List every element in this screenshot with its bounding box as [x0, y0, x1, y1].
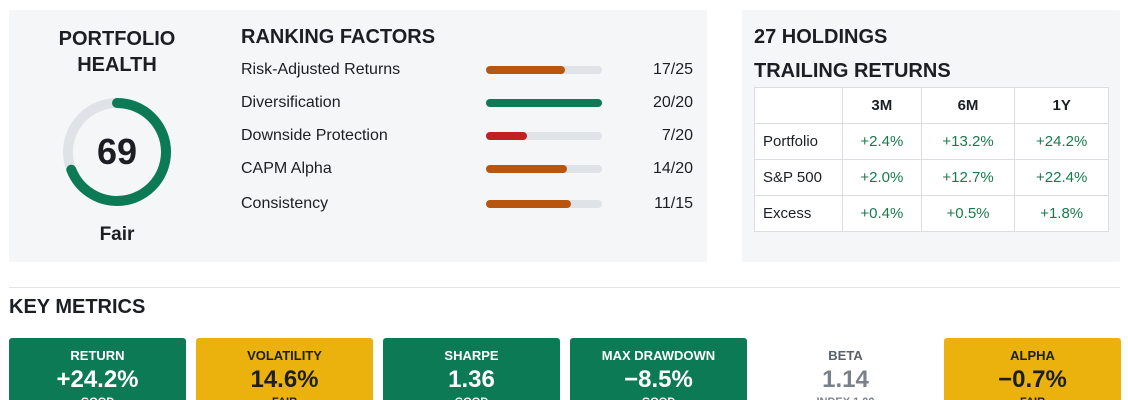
ranking-factor-row: Consistency 11/15 [241, 192, 693, 216]
table-row: Excess +0.4% +0.5% +1.8% [754, 195, 1109, 232]
table-cell: +2.4% [842, 123, 922, 160]
ranking-factor-row: Downside Protection 7/20 [241, 124, 693, 148]
factor-name: Risk-Adjusted Returns [241, 61, 401, 78]
metric-rating: GOOD [383, 396, 560, 400]
factor-bar-track [486, 99, 602, 107]
ranking-factors-title: RANKING FACTORS [241, 26, 436, 48]
section-divider [9, 287, 1120, 288]
row-label-excess: Excess [754, 195, 843, 232]
factor-score: 11/15 [654, 195, 693, 212]
column-header-6m: 6M [920, 87, 1016, 124]
table-cell: +0.4% [842, 195, 922, 232]
metric-value: 1.14 [822, 366, 869, 393]
factor-bar-fill [486, 66, 565, 74]
table-row: S&P 500 +2.0% +12.7% +22.4% [754, 159, 1109, 196]
row-label-portfolio: Portfolio [754, 123, 843, 160]
factor-bar-fill [486, 165, 568, 173]
factor-score: 20/20 [652, 94, 693, 111]
ranking-factor-row: Risk-Adjusted Returns 17/25 [241, 58, 693, 82]
factor-score: 7/20 [661, 127, 693, 144]
health-score: 69 [96, 131, 138, 172]
metric-card-max-drawdown: MAX DRAWDOWN −8.5% GOOD [570, 338, 747, 400]
table-corner-cell [754, 87, 843, 124]
metric-label: BETA [828, 348, 863, 363]
trailing-returns-table: 3M 6M 1Y Portfolio +2.4% +13.2% +24.2% S… [754, 87, 1109, 232]
factor-name: Downside Protection [241, 127, 388, 144]
health-gauge-arc [63, 98, 171, 206]
metric-value: −8.5% [624, 366, 693, 393]
trailing-returns-panel: 27 HOLDINGS TRAILING RETURNS 3M 6M 1Y Po… [742, 10, 1120, 262]
factor-bar-fill [486, 200, 572, 208]
table-cell: +22.4% [1014, 159, 1109, 196]
factor-score: 17/25 [652, 61, 693, 78]
metric-label: SHARPE [444, 348, 499, 363]
metric-card-volatility: VOLATILITY 14.6% FAIR [196, 338, 373, 400]
metric-label: ALPHA [1010, 348, 1055, 363]
column-header-1y: 1Y [1014, 87, 1109, 124]
metric-rating: FAIR [944, 396, 1121, 400]
factor-name: CAPM Alpha [241, 160, 332, 177]
metric-card-alpha: ALPHA −0.7% FAIR [944, 338, 1121, 400]
metric-value: +24.2% [56, 366, 139, 393]
trailing-returns-title: TRAILING RETURNS [754, 60, 951, 82]
ranking-factor-row: Diversification 20/20 [241, 91, 693, 115]
metric-card-beta: BETA 1.14 INDEX 1.00 [757, 338, 934, 400]
metric-rating: GOOD [570, 396, 747, 400]
metric-rating: INDEX 1.00 [757, 396, 934, 400]
metric-label: MAX DRAWDOWN [601, 348, 716, 363]
portfolio-health-title: PORTFOLIO HEALTH [58, 28, 176, 76]
metric-card-sharpe: SHARPE 1.36 GOOD [383, 338, 560, 400]
table-header-row: 3M 6M 1Y [754, 87, 1109, 124]
factor-name: Consistency [241, 195, 329, 212]
metric-value: 14.6% [250, 366, 319, 393]
metric-label: RETURN [70, 348, 125, 363]
factor-bar-fill [486, 99, 602, 107]
table-cell: +1.8% [1014, 195, 1109, 232]
table-cell: +13.2% [920, 123, 1016, 160]
factor-name: Diversification [241, 94, 341, 111]
factor-bar-track [486, 132, 602, 140]
factor-bar-track [486, 165, 602, 173]
health-rating-label: Fair [99, 224, 135, 245]
metric-value: 1.36 [448, 366, 495, 393]
table-cell: +0.5% [920, 195, 1016, 232]
key-metrics-title: KEY METRICS [9, 296, 146, 318]
metric-rating: FAIR [196, 396, 373, 400]
table-cell: +2.0% [842, 159, 922, 196]
portfolio-health-panel: PORTFOLIO HEALTH 69 Fair RANKING FACTORS… [9, 10, 707, 262]
column-header-3m: 3M [842, 87, 922, 124]
table-cell: +24.2% [1014, 123, 1109, 160]
row-label-sp500: S&P 500 [754, 159, 843, 196]
factor-score: 14/20 [652, 160, 693, 177]
factor-bar-fill [486, 132, 527, 140]
ranking-factor-row: CAPM Alpha 14/20 [241, 157, 693, 181]
health-gauge [63, 98, 171, 206]
table-row: Portfolio +2.4% +13.2% +24.2% [754, 123, 1109, 160]
metric-label: VOLATILITY [247, 348, 322, 363]
factor-bar-track [486, 66, 602, 74]
metric-rating: GOOD [9, 396, 186, 400]
metric-card-return: RETURN +24.2% GOOD [9, 338, 186, 400]
factor-bar-track [486, 200, 602, 208]
holdings-count-title: 27 HOLDINGS [754, 26, 888, 48]
table-cell: +12.7% [920, 159, 1016, 196]
metric-value: −0.7% [998, 366, 1067, 393]
